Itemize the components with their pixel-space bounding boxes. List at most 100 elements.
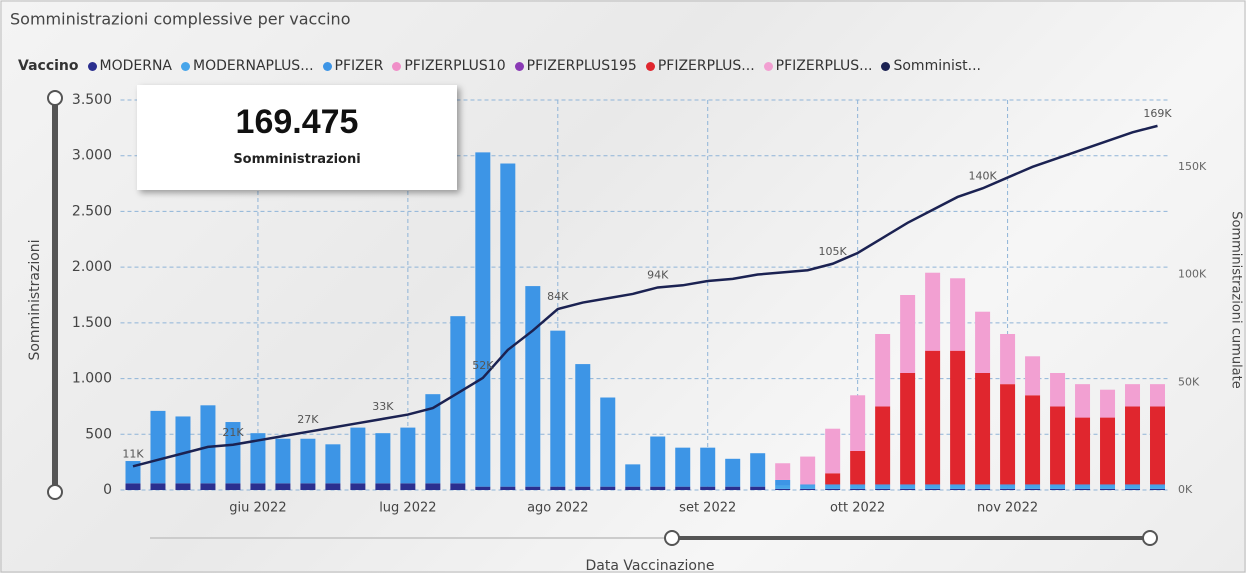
bar bbox=[200, 405, 216, 484]
bar bbox=[875, 334, 891, 407]
y2-tick-label: 150K bbox=[1178, 160, 1207, 173]
x-slider-handle[interactable] bbox=[1142, 530, 1158, 546]
bar bbox=[775, 488, 791, 490]
bar bbox=[825, 428, 841, 474]
legend-item[interactable]: MODERNA bbox=[87, 58, 173, 74]
bar bbox=[900, 488, 916, 490]
bar bbox=[875, 484, 891, 486]
bar bbox=[475, 152, 491, 487]
bar bbox=[675, 447, 691, 487]
bar bbox=[900, 373, 916, 485]
data-label: 21K bbox=[222, 426, 244, 439]
bar bbox=[225, 483, 241, 490]
bar bbox=[950, 278, 966, 351]
bar bbox=[775, 479, 791, 486]
bar bbox=[1100, 484, 1116, 486]
bar bbox=[750, 486, 766, 490]
bar bbox=[775, 485, 791, 489]
bar bbox=[175, 416, 191, 484]
bar bbox=[250, 483, 266, 490]
y-slider-handle[interactable] bbox=[47, 484, 63, 500]
bar bbox=[725, 458, 741, 487]
y-axis-title: Somministrazioni bbox=[27, 239, 43, 360]
bar bbox=[925, 484, 941, 486]
legend-item[interactable]: PFIZERPLUS195 bbox=[514, 58, 637, 74]
x-tick-label: ago 2022 bbox=[527, 501, 588, 516]
bar bbox=[1050, 373, 1066, 407]
bar bbox=[1000, 384, 1016, 485]
bar bbox=[825, 484, 841, 486]
y-tick-label: 1.500 bbox=[72, 315, 112, 331]
bar bbox=[1150, 484, 1166, 486]
bar bbox=[900, 485, 916, 489]
bar bbox=[400, 427, 416, 484]
bar bbox=[1150, 406, 1166, 485]
bar bbox=[1075, 484, 1091, 486]
y2-tick-label: 0K bbox=[1178, 483, 1193, 496]
bar bbox=[200, 483, 216, 490]
bar bbox=[1000, 484, 1016, 486]
bar bbox=[1100, 389, 1116, 418]
legend-label: PFIZERPLUS... bbox=[775, 58, 873, 74]
bar bbox=[1025, 356, 1041, 396]
legend-label: PFIZERPLUS... bbox=[657, 58, 755, 74]
bar bbox=[925, 488, 941, 490]
data-label: 94K bbox=[647, 268, 669, 281]
bar bbox=[925, 485, 941, 489]
bar bbox=[850, 395, 866, 451]
legend-item[interactable]: Somminist... bbox=[881, 58, 981, 74]
legend-item[interactable]: MODERNAPLUS... bbox=[181, 58, 314, 74]
x-slider-handle[interactable] bbox=[664, 530, 680, 546]
bar bbox=[425, 483, 441, 490]
bar bbox=[875, 406, 891, 485]
bar bbox=[825, 485, 841, 489]
bar bbox=[550, 330, 566, 487]
bar bbox=[950, 350, 966, 485]
bar bbox=[975, 311, 991, 373]
bar bbox=[425, 394, 441, 484]
legend-item[interactable]: PFIZERPLUS10 bbox=[392, 58, 506, 74]
bar bbox=[700, 486, 716, 490]
legend-item[interactable]: PFIZER bbox=[322, 58, 383, 74]
bar bbox=[850, 488, 866, 490]
bar bbox=[1100, 485, 1116, 489]
bar bbox=[350, 427, 366, 484]
bar bbox=[700, 447, 716, 487]
bar bbox=[125, 483, 141, 490]
bar bbox=[575, 364, 591, 487]
bar bbox=[1000, 334, 1016, 385]
legend-label: MODERNA bbox=[99, 58, 173, 74]
legend-label: PFIZERPLUS195 bbox=[526, 58, 637, 74]
bar bbox=[875, 488, 891, 490]
bar bbox=[800, 485, 816, 489]
data-label: 84K bbox=[547, 290, 569, 303]
x-tick-label: lug 2022 bbox=[379, 501, 436, 516]
bar bbox=[850, 485, 866, 489]
data-label: 140K bbox=[968, 169, 997, 182]
x-tick-label: giu 2022 bbox=[229, 501, 286, 516]
bar bbox=[825, 488, 841, 490]
legend-swatch bbox=[322, 61, 332, 71]
data-label: 105K bbox=[819, 245, 848, 258]
y-slider-handle[interactable] bbox=[47, 90, 63, 106]
legend-label: MODERNAPLUS... bbox=[193, 58, 314, 74]
bar bbox=[1075, 485, 1091, 489]
bar bbox=[275, 483, 291, 490]
bar bbox=[1100, 488, 1116, 490]
kpi-card: 169.475 Somministrazioni bbox=[137, 85, 457, 190]
legend-swatch bbox=[392, 61, 402, 71]
bar bbox=[325, 483, 341, 490]
bar bbox=[925, 350, 941, 485]
legend-swatch bbox=[881, 61, 891, 71]
bar bbox=[1150, 384, 1166, 407]
bar bbox=[1050, 484, 1066, 486]
legend-item[interactable]: PFIZERPLUS... bbox=[763, 58, 873, 74]
bar bbox=[800, 456, 816, 485]
bar bbox=[1125, 384, 1141, 407]
legend-item[interactable]: PFIZERPLUS... bbox=[645, 58, 755, 74]
y-tick-label: 1.000 bbox=[72, 371, 112, 387]
y-tick-label: 2.500 bbox=[72, 203, 112, 219]
bar bbox=[975, 485, 991, 489]
